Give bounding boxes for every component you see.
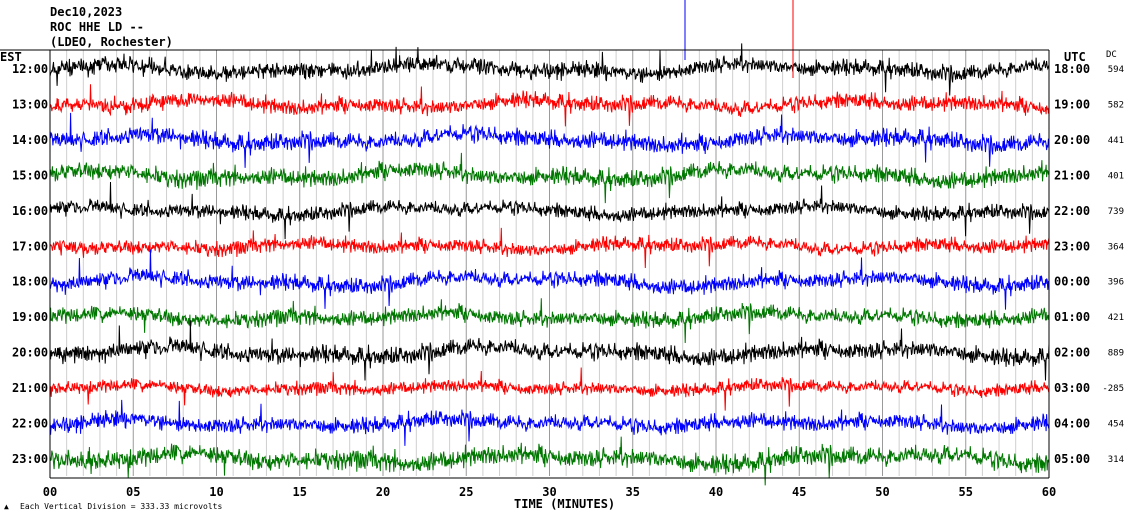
utc-label: 20:00 xyxy=(1054,133,1090,147)
dc-label: 454 xyxy=(1108,420,1124,430)
trace-1800 xyxy=(49,249,1050,310)
trace-2300 xyxy=(49,436,1050,486)
dc-label: 441 xyxy=(1108,136,1124,146)
trace-1500 xyxy=(49,152,1050,204)
est-label: 12:00 xyxy=(12,62,48,76)
trace-2000 xyxy=(49,320,1050,381)
location-label: (LDEO, Rochester) xyxy=(50,35,173,49)
x-tick-label: 45 xyxy=(792,485,806,499)
dc-offset-labels: 594 582 441 401 739 364 396 421 889 -285 454 314 xyxy=(1102,65,1124,465)
dc-column-label: DC xyxy=(1106,50,1117,60)
utc-label: 23:00 xyxy=(1054,239,1090,253)
x-tick-label: 30 xyxy=(542,485,556,499)
x-tick-label: 00 xyxy=(43,485,57,499)
x-tick-labels: 00 05 10 15 20 25 30 35 40 45 50 55 60 xyxy=(43,485,1056,499)
dc-label: 396 xyxy=(1108,278,1124,288)
utc-label: 19:00 xyxy=(1054,97,1090,111)
dc-label: 364 xyxy=(1108,242,1124,252)
est-axis-label: EST xyxy=(0,50,22,64)
est-label: 14:00 xyxy=(12,133,48,147)
scale-note: Each Vertical Division = 333.33 microvol… xyxy=(20,502,222,511)
plot-frame xyxy=(0,49,1050,479)
est-label: 17:00 xyxy=(12,239,48,253)
x-tick-label: 25 xyxy=(459,485,473,499)
trace-1700 xyxy=(49,227,1050,269)
dc-label: 421 xyxy=(1108,313,1124,323)
station-label: ROC HHE LD -- xyxy=(50,20,144,34)
dc-label: -285 xyxy=(1102,384,1124,394)
utc-label: 21:00 xyxy=(1054,168,1090,182)
est-label: 18:00 xyxy=(12,275,48,289)
utc-label: 02:00 xyxy=(1054,346,1090,360)
est-label: 22:00 xyxy=(12,417,48,431)
x-tick-label: 35 xyxy=(626,485,640,499)
utc-axis-label: UTC xyxy=(1064,50,1086,64)
est-label: 15:00 xyxy=(12,168,48,182)
utc-label: 00:00 xyxy=(1054,275,1090,289)
est-label: 16:00 xyxy=(12,204,48,218)
utc-label: 18:00 xyxy=(1054,62,1090,76)
x-axis-label: TIME (MINUTES) xyxy=(514,497,615,511)
est-label: 20:00 xyxy=(12,346,48,360)
utc-hour-labels: 18:00 19:00 20:00 21:00 22:00 23:00 00:00 01:00… xyxy=(1054,62,1090,466)
utc-label: 03:00 xyxy=(1054,381,1090,395)
trace-1200 xyxy=(49,43,1050,96)
x-tick-label: 40 xyxy=(709,485,723,499)
utc-label: 05:00 xyxy=(1054,452,1090,466)
trace-2100 xyxy=(49,367,1050,411)
x-tick-label: 20 xyxy=(376,485,390,499)
dc-label: 739 xyxy=(1108,207,1124,217)
trace-1900 xyxy=(49,298,1050,344)
est-label: 21:00 xyxy=(12,381,48,395)
est-label: 13:00 xyxy=(12,97,48,111)
x-tick-label: 60 xyxy=(1042,485,1056,499)
est-hour-labels: 12:00 13:00 14:00 15:00 16:00 17:00 18:00 19:00… xyxy=(12,62,48,466)
x-tick-label: 50 xyxy=(875,485,889,499)
trace-1600 xyxy=(49,181,1050,240)
date-label: Dec10,2023 xyxy=(50,5,122,19)
scale-icon: ▲ xyxy=(4,502,9,511)
minute-gridlines xyxy=(66,50,1033,476)
dc-label: 401 xyxy=(1108,171,1124,181)
est-label: 19:00 xyxy=(12,310,48,324)
dc-label: 594 xyxy=(1108,65,1124,75)
utc-label: 01:00 xyxy=(1054,310,1090,324)
x-tick-label: 55 xyxy=(959,485,973,499)
seismic-traces xyxy=(49,0,1050,486)
trace-1400 xyxy=(49,112,1050,168)
x-tick-label: 10 xyxy=(209,485,223,499)
dc-label: 582 xyxy=(1108,100,1124,110)
trace-1300 xyxy=(49,84,1050,127)
x-tick-label: 15 xyxy=(293,485,307,499)
est-label: 23:00 xyxy=(12,452,48,466)
x-tick-label: 05 xyxy=(126,485,140,499)
dc-label: 889 xyxy=(1108,349,1124,359)
utc-label: 22:00 xyxy=(1054,204,1090,218)
dc-label: 314 xyxy=(1108,455,1124,465)
trace-2200 xyxy=(49,399,1050,446)
utc-label: 04:00 xyxy=(1054,417,1090,431)
